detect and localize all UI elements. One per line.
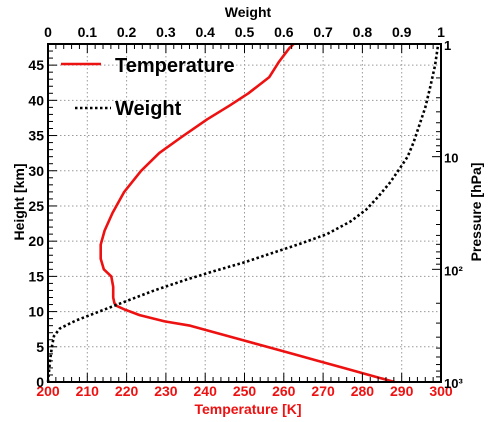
tick-marks (47, 43, 442, 383)
y-tick-label: 35 (28, 128, 44, 144)
x-tick-label: 280 (351, 383, 375, 399)
legend-label-weight: Weight (115, 98, 182, 120)
x-tick-label: 260 (272, 383, 296, 399)
x-tick-label: 210 (76, 383, 100, 399)
legend: Temperature Weight (61, 55, 235, 120)
x-tick-label: 270 (311, 383, 335, 399)
top-tick-label: 1 (437, 24, 445, 40)
pressure-tick-label: 10² (444, 263, 463, 278)
x-tick-label: 200 (36, 383, 60, 399)
y-tick-labels: 0 5 10 15 20 25 30 35 40 45 (28, 57, 44, 390)
top-tick-label: 0.1 (78, 24, 98, 40)
top-tick-label: 0.6 (274, 24, 294, 40)
y-tick-label: 30 (28, 163, 44, 179)
x-tick-label: 220 (115, 383, 139, 399)
top-tick-label: 0.9 (392, 24, 412, 40)
series-group (46, 43, 440, 384)
y-tick-label: 0 (36, 374, 44, 390)
x-axis-label: Temperature [K] (194, 401, 301, 417)
series-line-weight (46, 43, 440, 383)
x-tick-label: 290 (390, 383, 414, 399)
top-tick-label: 0.7 (313, 24, 333, 40)
y-axis-label: Height [km] (11, 164, 27, 241)
top-tick-labels: 0 0.1 0.2 0.3 0.4 0.5 0.6 0.7 0.8 0.9 1 (44, 24, 445, 40)
x-tick-labels: 200 210 220 230 240 250 260 270 280 290 300 (36, 383, 453, 399)
top-tick-label: 0 (44, 24, 52, 40)
x-tick-label: 240 (194, 383, 218, 399)
y-tick-label: 20 (28, 233, 44, 249)
top-axis-label: Weight (225, 4, 272, 20)
y-tick-label: 25 (28, 198, 44, 214)
top-tick-label: 0.8 (353, 24, 373, 40)
y-tick-label: 5 (36, 339, 44, 355)
pressure-axis-label: Pressure [hPa] (468, 163, 484, 262)
top-tick-label: 0.3 (156, 24, 176, 40)
pressure-tick-label: 10 (444, 151, 458, 166)
pressure-tick-label: 10³ (444, 376, 463, 391)
x-tick-label: 230 (154, 383, 178, 399)
series-line-temperature (99, 43, 395, 384)
top-tick-label: 0.2 (117, 24, 137, 40)
x-tick-label: 250 (233, 383, 257, 399)
pressure-tick-labels: 10³ 10² 10 1 (444, 38, 463, 391)
y-tick-label: 10 (28, 304, 44, 320)
y-tick-label: 15 (28, 268, 44, 284)
legend-label-temperature: Temperature (115, 55, 235, 77)
top-tick-label: 0.4 (195, 24, 215, 40)
pressure-tick-label: 1 (444, 38, 451, 53)
x-tick-label: 300 (429, 383, 453, 399)
y-tick-label: 45 (28, 57, 44, 73)
y-tick-label: 40 (28, 92, 44, 108)
top-tick-label: 0.5 (235, 24, 255, 40)
grid (48, 44, 441, 382)
